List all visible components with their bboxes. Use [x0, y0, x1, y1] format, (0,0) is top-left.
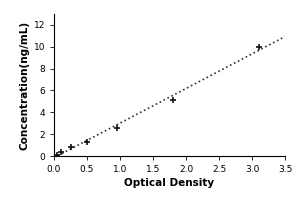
Y-axis label: Concentration(ng/mL): Concentration(ng/mL) — [19, 20, 29, 150]
X-axis label: Optical Density: Optical Density — [124, 178, 214, 188]
